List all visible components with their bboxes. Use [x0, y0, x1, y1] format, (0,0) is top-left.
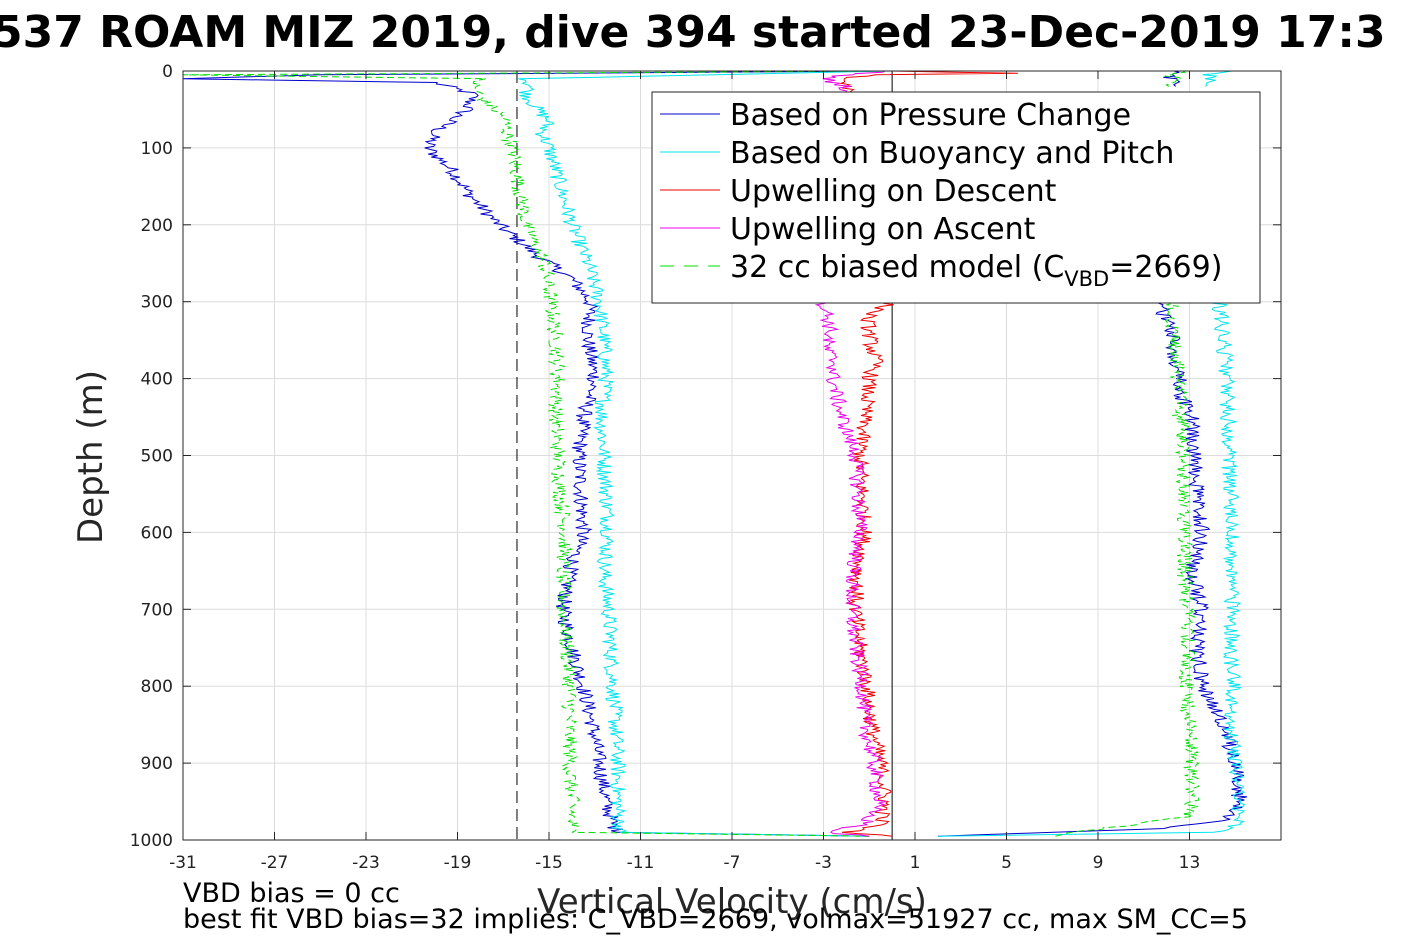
x-axis-label: Vertical Velocity (cm/s) — [537, 882, 927, 922]
x-tick-label: -23 — [352, 853, 380, 873]
annotation-vbd-bias: VBD bias = 0 cc — [183, 878, 400, 909]
x-axis-ticks: -31 -27 -23 -19 -15 -11 -7 -3 1 5 9 13 — [169, 71, 1200, 873]
legend-label: Upwelling on Descent — [730, 174, 1057, 209]
legend-label: 32 cc biased model (CVBD=2669) — [730, 250, 1222, 291]
legend-box — [651, 91, 1261, 304]
x-tick-label: -3 — [815, 853, 832, 873]
x-tick-label: -19 — [444, 853, 472, 873]
series-line-model-descent — [182, 70, 893, 837]
annotation-best-fit: best fit VBD bias=32 implies: C_VBD=2669… — [183, 904, 1248, 935]
series-line-model-ascent — [1055, 301, 1201, 837]
series-line-pressure-descent — [182, 70, 893, 837]
series-line-buoyancy-ascent-top — [1202, 70, 1232, 87]
y-tick-label: 900 — [141, 754, 173, 774]
y-tick-label: 600 — [141, 523, 173, 543]
y-tick-label: 800 — [141, 677, 173, 697]
series-line-buoyancy-descent — [518, 70, 893, 837]
series-line-pressure-ascent — [937, 301, 1248, 837]
y-tick-label: 200 — [141, 216, 173, 236]
series-line-model-ascent-top — [1164, 70, 1187, 87]
legend-label: Based on Buoyancy and Pitch — [730, 136, 1174, 171]
x-tick-label: 5 — [1001, 853, 1012, 873]
series-layer — [182, 70, 1248, 837]
x-tick-label: -11 — [627, 853, 655, 873]
x-tick-label: -15 — [535, 853, 563, 873]
y-tick-label: 500 — [141, 447, 173, 467]
y-axis-label: Depth (m) — [71, 370, 111, 544]
x-tick-label: 1 — [910, 853, 921, 873]
y-tick-label: 1000 — [130, 831, 173, 851]
legend-label: Based on Pressure Change — [730, 98, 1131, 133]
y-tick-label: 100 — [141, 139, 173, 159]
y-tick-label: 300 — [141, 293, 173, 313]
x-tick-label: 13 — [1179, 853, 1201, 873]
series-line-buoyancy-ascent — [937, 301, 1246, 837]
y-tick-label: 400 — [141, 370, 173, 390]
x-tick-label: -27 — [261, 853, 289, 873]
legend-label: Upwelling on Ascent — [730, 212, 1036, 247]
chart-title: 537 ROAM MIZ 2019, dive 394 started 23-D… — [0, 7, 1386, 58]
x-tick-label: -7 — [724, 853, 741, 873]
y-tick-label: 700 — [141, 600, 173, 620]
y-axis-ticks: 0 100 200 300 400 500 600 700 800 900 1000 — [130, 62, 1281, 851]
x-tick-label: 9 — [1093, 853, 1104, 873]
y-tick-label: 0 — [162, 62, 173, 82]
x-tick-label: -31 — [169, 853, 197, 873]
